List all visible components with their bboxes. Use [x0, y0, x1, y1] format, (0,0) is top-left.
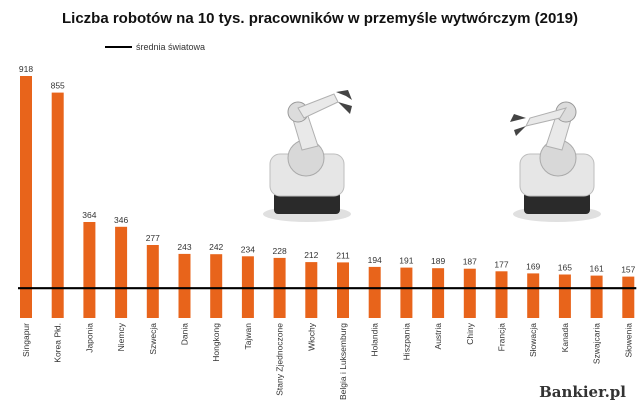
bar [83, 222, 96, 318]
category-label: Szwajcaria [592, 323, 602, 364]
category-label: Włochy [306, 322, 316, 351]
watermark-logo: Bankier.pl [539, 383, 626, 401]
data-label: 364 [82, 210, 96, 220]
category-label: Holandia [370, 323, 380, 357]
category-label: Dania [180, 323, 190, 345]
chart-title: Liczba robotów na 10 tys. pracowników w … [62, 10, 578, 27]
category-label: Japonia [84, 323, 94, 353]
legend-label: średnia światowa [136, 42, 205, 52]
data-label: 243 [177, 242, 191, 252]
bar [495, 271, 508, 318]
data-label: 194 [368, 255, 382, 265]
bars-layer [20, 76, 635, 318]
category-label: Singapur [21, 323, 31, 357]
category-label: Kanada [560, 323, 570, 353]
category-label: Tajwan [243, 323, 253, 350]
bar [146, 245, 159, 318]
data-label: 177 [494, 259, 508, 269]
category-label: Stany Zjednoczone [275, 323, 285, 396]
data-label: 165 [558, 263, 572, 273]
bar [51, 92, 64, 318]
category-label: Austria [433, 323, 443, 350]
category-label: Słowenia [623, 323, 633, 358]
bar [210, 254, 223, 318]
bar [368, 266, 381, 318]
data-label: 242 [209, 242, 223, 252]
bar [115, 226, 128, 318]
category-label: Niemcy [116, 322, 126, 351]
category-label: Słowacja [528, 323, 538, 357]
data-label: 212 [304, 250, 318, 260]
data-label: 189 [431, 256, 445, 266]
labels-layer: 918 Singapur 855 Korea Płd. 364 Japonia 346 Nie… [19, 64, 636, 400]
bar [178, 253, 191, 318]
category-label: Korea Płd. [53, 323, 63, 363]
data-label: 161 [590, 264, 604, 274]
data-label: 191 [399, 256, 413, 266]
bar [337, 262, 349, 318]
bar [20, 76, 32, 318]
data-label: 228 [273, 246, 287, 256]
data-label: 169 [526, 261, 540, 271]
category-label: Szwecja [148, 323, 158, 355]
bar [590, 275, 603, 318]
bar [400, 267, 413, 318]
data-label: 855 [51, 81, 65, 91]
category-label: Hongkong [211, 323, 221, 362]
category-label: Belgia i Luksemburg [338, 323, 348, 400]
data-label: 211 [336, 250, 350, 260]
bar [558, 274, 571, 318]
bar [463, 268, 476, 318]
bar [432, 268, 445, 318]
robot-arm-illustration-left [263, 90, 352, 222]
data-label: 234 [241, 244, 255, 254]
bar [622, 276, 635, 318]
data-label: 157 [621, 265, 635, 275]
bar [527, 273, 540, 318]
data-label: 277 [146, 233, 160, 243]
data-label: 187 [463, 257, 477, 267]
robot-arm-illustration-right [510, 101, 601, 222]
data-label: 918 [19, 64, 33, 74]
legend: średnia światowa [105, 42, 205, 52]
bar [305, 262, 318, 318]
category-label: Chiny [465, 322, 475, 344]
category-label: Hiszpania [401, 323, 411, 361]
data-label: 346 [114, 215, 128, 225]
category-label: Francja [497, 323, 507, 352]
